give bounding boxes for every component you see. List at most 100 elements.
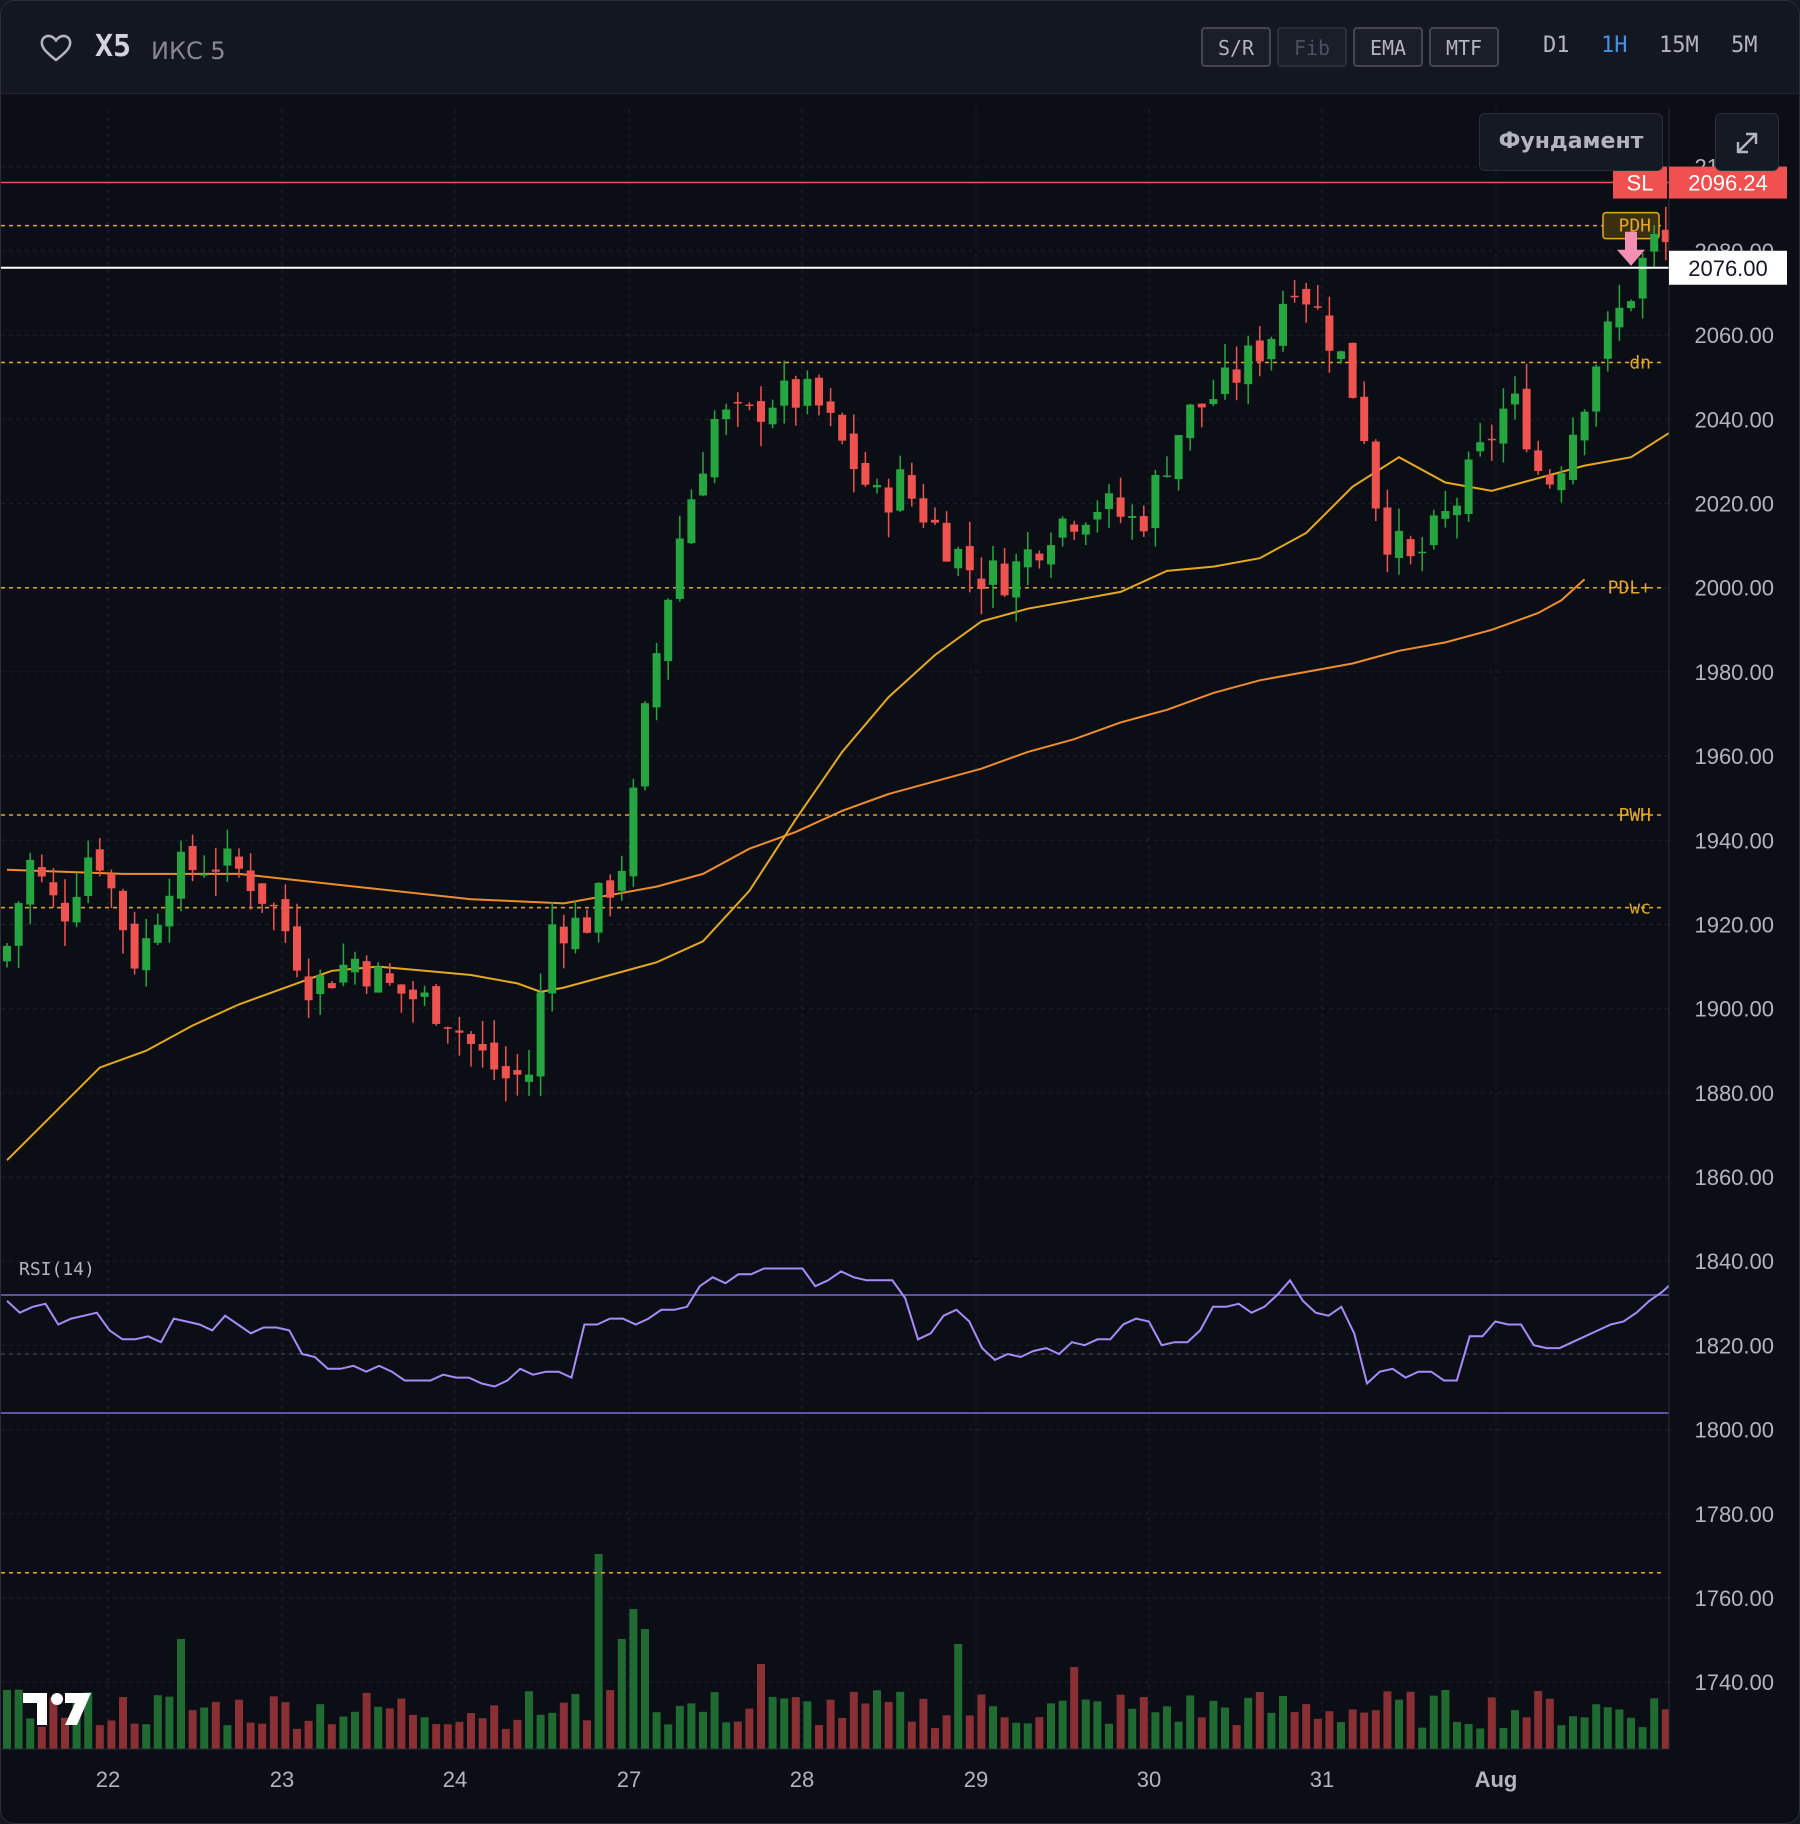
toggle-ema-button[interactable]: EMA: [1353, 27, 1423, 67]
volume-bar: [397, 1698, 406, 1749]
toggle-sr-button[interactable]: S/R: [1201, 27, 1271, 67]
candle: [339, 943, 348, 987]
volume-bar: [907, 1721, 916, 1749]
volume-bar: [1627, 1717, 1635, 1749]
candle: [3, 942, 11, 968]
volume-bar: [1406, 1691, 1415, 1749]
candle: [664, 598, 673, 680]
candle: [1383, 489, 1392, 573]
volume-bar: [1128, 1708, 1137, 1749]
volume-bar: [815, 1725, 823, 1749]
candle: [606, 874, 615, 917]
timeframe-5m[interactable]: 5M: [1731, 33, 1758, 58]
candle: [142, 918, 151, 987]
ticker-symbol: X5: [95, 29, 132, 64]
volume-bar: [1580, 1717, 1589, 1749]
candle: [1499, 388, 1508, 463]
candle: [177, 840, 185, 912]
price-tick: 1940.00: [1694, 828, 1774, 853]
candle: [1661, 206, 1670, 261]
volume-bar: [1035, 1717, 1044, 1749]
candle: [861, 451, 870, 487]
candle: [931, 507, 939, 525]
candle: [1302, 282, 1311, 323]
candle: [165, 878, 174, 943]
tradingview-logo: [23, 1693, 91, 1725]
toggle-mtf-button[interactable]: MTF: [1429, 27, 1499, 67]
volume-bar: [525, 1691, 533, 1749]
volume-bar: [791, 1697, 800, 1749]
candle: [1163, 456, 1171, 478]
expand-icon[interactable]: [1715, 113, 1779, 171]
candle: [629, 778, 638, 887]
timeframe-15m[interactable]: 15M: [1659, 33, 1699, 58]
candle: [269, 902, 278, 931]
toggle-fib-button[interactable]: Fib: [1277, 27, 1347, 67]
candle: [1244, 335, 1253, 405]
level-label: wc: [1629, 898, 1651, 919]
candle: [884, 478, 893, 538]
volume-bar: [1615, 1709, 1624, 1749]
price-tick: 1920.00: [1694, 912, 1774, 937]
candle: [1557, 466, 1566, 503]
volume-bar: [72, 1702, 81, 1749]
volume-bar: [153, 1695, 162, 1749]
timeframe-1h[interactable]: 1H: [1601, 33, 1628, 58]
volume-bar: [652, 1712, 661, 1749]
candle: [1406, 535, 1415, 565]
candle: [907, 462, 916, 507]
volume-bar: [1592, 1704, 1601, 1749]
heart-icon[interactable]: [39, 31, 73, 65]
volume-bar: [339, 1716, 348, 1749]
time-tick: 27: [617, 1767, 641, 1792]
candle: [1070, 520, 1079, 541]
candle: [95, 838, 104, 877]
candle: [409, 981, 417, 1023]
candle: [478, 1021, 487, 1068]
candle: [1580, 409, 1589, 456]
candle: [1453, 497, 1461, 539]
volume-bar: [61, 1717, 69, 1749]
candle: [362, 955, 371, 994]
volume-bar: [1511, 1710, 1519, 1749]
plot-area: [1, 109, 1669, 1749]
candle: [1627, 299, 1635, 312]
candle: [72, 872, 81, 928]
candle: [849, 414, 858, 493]
candle: [977, 557, 986, 615]
ema-fast-line: [6, 426, 1678, 1161]
price-tick: 1840.00: [1694, 1249, 1774, 1274]
candle: [1093, 500, 1102, 533]
volume-bar: [1313, 1718, 1322, 1749]
candle: [490, 1020, 499, 1080]
candle: [130, 911, 139, 975]
candle: [1441, 490, 1450, 528]
rsi-line: [6, 1267, 1689, 1388]
candle: [351, 951, 359, 985]
candle: [223, 829, 232, 882]
timeframe-d1[interactable]: D1: [1543, 33, 1570, 58]
volume-bar: [351, 1711, 359, 1749]
candle: [432, 984, 441, 1026]
candle: [1012, 553, 1021, 622]
time-tick: 22: [96, 1767, 120, 1792]
volume-bar: [1487, 1697, 1496, 1749]
candle: [1290, 280, 1299, 303]
candle: [211, 847, 220, 897]
time-tick: 29: [964, 1767, 988, 1792]
candle: [1267, 336, 1276, 371]
volume-bar: [1638, 1727, 1647, 1749]
candle: [1221, 343, 1229, 400]
volume-bar: [1255, 1692, 1264, 1749]
candle: [443, 1026, 452, 1044]
volume-bar: [1650, 1698, 1659, 1749]
current-price-tag: [1669, 250, 1787, 285]
price-tick: 2040.00: [1694, 407, 1774, 432]
volume-bar: [919, 1698, 928, 1749]
volume-bar: [641, 1629, 649, 1749]
candle: [1545, 469, 1554, 489]
fundament-button[interactable]: Фундамент: [1479, 113, 1663, 171]
candle: [1487, 424, 1496, 461]
volume-bar: [1534, 1690, 1543, 1749]
